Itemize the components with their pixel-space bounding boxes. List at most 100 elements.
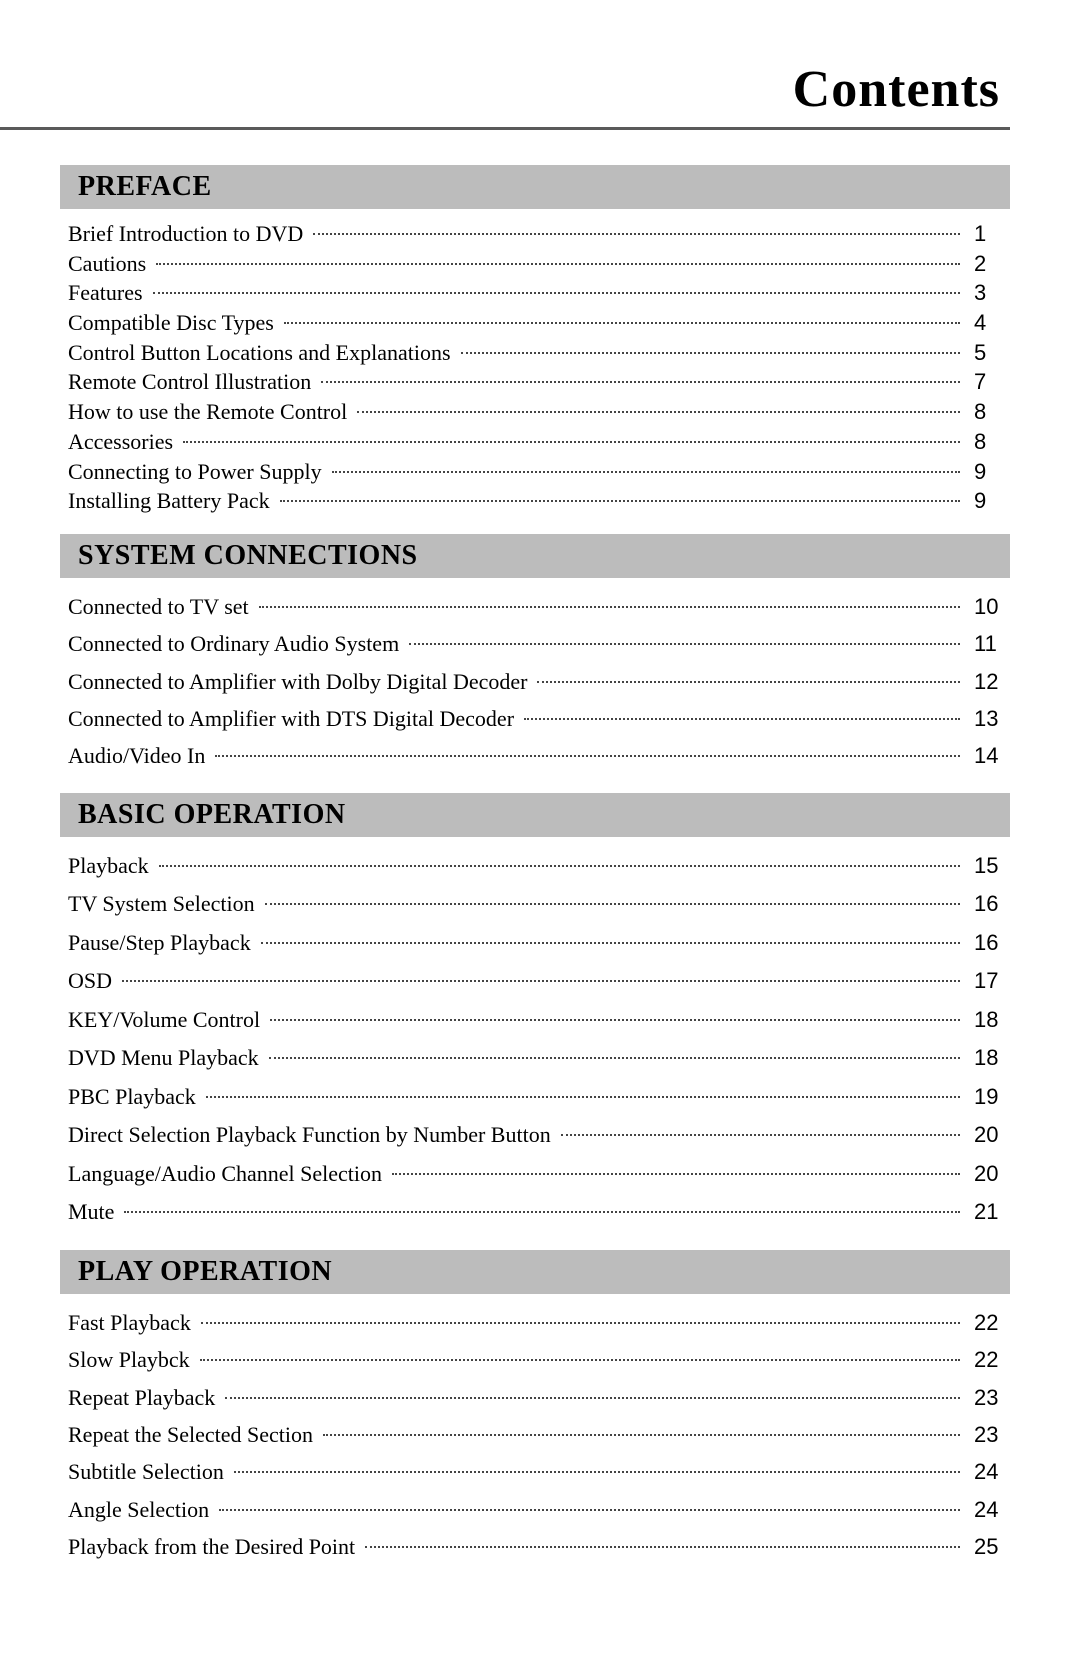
toc-entry-label: Angle Selection (68, 1491, 213, 1528)
toc-entry: Features 3 (60, 278, 1010, 308)
toc-entry-label: Brief Introduction to DVD (68, 219, 307, 249)
toc-entry-page: 9 (966, 457, 1010, 487)
dot-leader (265, 903, 960, 905)
toc-entry: Repeat Playback 23 (60, 1379, 1010, 1416)
toc-entry: Connected to TV set10 (60, 588, 1010, 625)
toc-entry-label: Repeat Playback (68, 1379, 219, 1416)
toc-entry-page: 24 (966, 1453, 1010, 1490)
dot-leader (219, 1509, 960, 1511)
toc-entry: PBC Playback 19 (60, 1078, 1010, 1117)
toc-entry-page: 18 (966, 1039, 1010, 1078)
dot-leader (392, 1173, 960, 1175)
toc-entry-page: 19 (966, 1078, 1010, 1117)
sections-container: PREFACEBrief Introduction to DVD1Caution… (60, 165, 1010, 1566)
dot-leader (561, 1134, 960, 1136)
title-underline (0, 127, 1010, 130)
toc-entry-page: 2 (966, 249, 1010, 279)
section-basicop: BASIC OPERATIONPlayback15TV System Selec… (60, 793, 1010, 1232)
toc-entry-page: 7 (966, 367, 1010, 397)
toc-entry: Pause/Step Playback16 (60, 924, 1010, 963)
toc-entry: KEY/Volume Control 18 (60, 1001, 1010, 1040)
toc-entry-label: Installing Battery Pack (68, 486, 274, 516)
toc-entry-label: Pause/Step Playback (68, 924, 255, 963)
dot-leader (156, 263, 960, 265)
toc-entry-label: How to use the Remote Control (68, 397, 351, 427)
toc-entry: How to use the Remote Control8 (60, 397, 1010, 427)
toc-entry-page: 3 (966, 278, 1010, 308)
toc-entry-page: 9 (966, 486, 1010, 516)
toc-entry: Connected to Ordinary Audio System 11 (60, 625, 1010, 662)
toc-entry-label: PBC Playback (68, 1078, 200, 1117)
dot-leader (313, 233, 960, 235)
toc-entry-page: 23 (966, 1379, 1010, 1416)
dot-leader (332, 471, 960, 473)
toc-entry: Connected to Amplifier with Dolby Digita… (60, 663, 1010, 700)
page-title: Contents (60, 60, 1010, 119)
toc-entry-label: Playback from the Desired Point (68, 1528, 359, 1565)
toc-entry: Repeat the Selected Section23 (60, 1416, 1010, 1453)
dot-leader (524, 718, 960, 720)
toc-entry: Fast Playback 22 (60, 1304, 1010, 1341)
toc-entry-label: Direct Selection Playback Function by Nu… (68, 1116, 555, 1155)
dot-leader (537, 681, 960, 683)
toc-entry-page: 13 (966, 700, 1010, 737)
toc-entry-page: 5 (966, 338, 1010, 368)
entry-list: Connected to TV set10Connected to Ordina… (60, 588, 1010, 775)
toc-entry-page: 24 (966, 1491, 1010, 1528)
toc-entry-label: Connected to Ordinary Audio System (68, 625, 403, 662)
section-heading: PLAY OPERATION (60, 1250, 1010, 1294)
dot-leader (365, 1546, 960, 1548)
toc-entry: Connected to Amplifier with DTS Digital … (60, 700, 1010, 737)
toc-entry-label: Connected to Amplifier with DTS Digital … (68, 700, 518, 737)
dot-leader (234, 1471, 960, 1473)
section-preface: PREFACEBrief Introduction to DVD1Caution… (60, 165, 1010, 516)
toc-entry-label: TV System Selection (68, 885, 259, 924)
dot-leader (321, 381, 960, 383)
section-sysconn: SYSTEM CONNECTIONSConnected to TV set10C… (60, 534, 1010, 775)
toc-entry: OSD 17 (60, 962, 1010, 1001)
toc-entry: Language/Audio Channel Selection20 (60, 1155, 1010, 1194)
dot-leader (124, 1211, 960, 1213)
dot-leader (261, 942, 960, 944)
toc-entry-page: 17 (966, 962, 1010, 1001)
toc-entry-label: Language/Audio Channel Selection (68, 1155, 386, 1194)
entry-list: Fast Playback 22Slow Playbck22Repeat Play… (60, 1304, 1010, 1566)
toc-entry-label: Audio/Video In (68, 737, 209, 774)
toc-entry-label: KEY/Volume Control (68, 1001, 264, 1040)
toc-entry: Installing Battery Pack 9 (60, 486, 1010, 516)
dot-leader (206, 1096, 960, 1098)
toc-entry-page: 8 (966, 427, 1010, 457)
toc-entry-label: Connected to Amplifier with Dolby Digita… (68, 663, 531, 700)
toc-entry-label: Control Button Locations and Explanation… (68, 338, 455, 368)
toc-entry: Direct Selection Playback Function by Nu… (60, 1116, 1010, 1155)
section-playop: PLAY OPERATION Fast Playback 22Slow Playbc… (60, 1250, 1010, 1566)
toc-entry-page: 21 (966, 1193, 1010, 1232)
toc-entry-label: Features (68, 278, 147, 308)
toc-entry-page: 11 (966, 625, 1010, 662)
dot-leader (280, 500, 960, 502)
toc-entry: Mute21 (60, 1193, 1010, 1232)
toc-entry-page: 18 (966, 1001, 1010, 1040)
toc-entry-label: Accessories (68, 427, 177, 457)
toc-entry: DVD Menu Playback18 (60, 1039, 1010, 1078)
toc-entry: Slow Playbck22 (60, 1341, 1010, 1378)
toc-entry-label: Fast Playback (68, 1304, 195, 1341)
toc-entry-label: Remote Control Illustration (68, 367, 315, 397)
dot-leader (461, 352, 960, 354)
toc-entry: Subtitle Selection24 (60, 1453, 1010, 1490)
toc-entry-label: Cautions (68, 249, 150, 279)
toc-entry-label: Playback (68, 847, 153, 886)
toc-entry: Connecting to Power Supply9 (60, 457, 1010, 487)
section-heading: BASIC OPERATION (60, 793, 1010, 837)
toc-entry-page: 23 (966, 1416, 1010, 1453)
toc-entry-page: 16 (966, 885, 1010, 924)
toc-entry-label: OSD (68, 962, 116, 1001)
dot-leader (183, 441, 960, 443)
toc-entry-page: 14 (966, 737, 1010, 774)
toc-entry: Audio/Video In 14 (60, 737, 1010, 774)
entry-list: Playback15TV System Selection16Pause/Ste… (60, 847, 1010, 1232)
toc-entry-page: 22 (966, 1304, 1010, 1341)
dot-leader (270, 1019, 960, 1021)
toc-entry: Control Button Locations and Explanation… (60, 338, 1010, 368)
contents-page: Contents PREFACEBrief Introduction to DV… (0, 0, 1080, 1664)
